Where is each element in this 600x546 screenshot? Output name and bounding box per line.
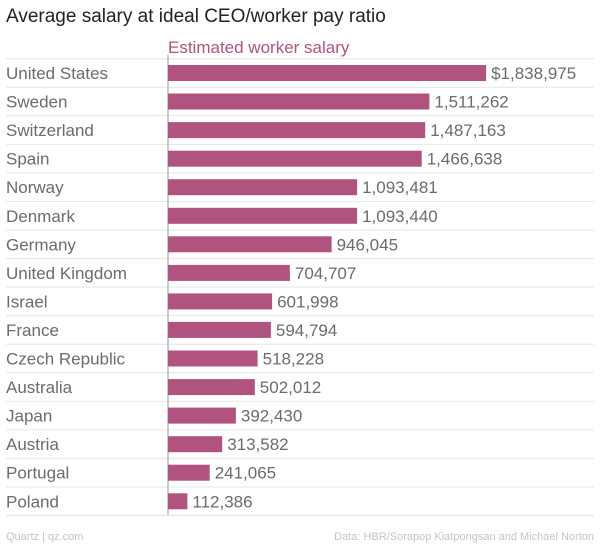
- data-label: 313,582: [227, 435, 288, 454]
- category-label: United States: [6, 64, 108, 83]
- data-label: 518,228: [263, 350, 324, 369]
- bar: [168, 379, 255, 396]
- data-label: 1,511,262: [434, 93, 508, 112]
- category-label: Switzerland: [6, 121, 94, 140]
- category-label: Sweden: [6, 93, 67, 112]
- bar: [168, 179, 358, 196]
- bar: [168, 236, 332, 253]
- category-label: Germany: [6, 235, 76, 254]
- category-label: France: [6, 321, 59, 340]
- bar: [168, 207, 358, 224]
- data-label: 1,093,440: [362, 207, 438, 226]
- bar: [168, 407, 236, 424]
- bar: [168, 493, 188, 510]
- category-label: Czech Republic: [6, 350, 126, 369]
- data-label: 241,065: [215, 464, 276, 483]
- chart-title: Average salary at ideal CEO/worker pay r…: [6, 6, 386, 27]
- data-label: 704,707: [295, 264, 356, 283]
- footer-source-right: Data: HBR/Sorapop Kiatpongsan and Michae…: [334, 531, 594, 543]
- category-label: Austria: [6, 435, 59, 454]
- data-label: 946,045: [337, 235, 398, 254]
- data-label: 1,093,481: [362, 178, 438, 197]
- bar: [168, 264, 290, 281]
- data-label: 1,466,638: [427, 150, 503, 169]
- bar: [168, 122, 426, 139]
- bar: [168, 93, 430, 110]
- bar: [168, 321, 271, 338]
- bar: [168, 464, 210, 481]
- series-label: Estimated worker salary: [168, 38, 350, 57]
- category-label: Australia: [6, 378, 73, 397]
- data-label: 1,487,163: [430, 121, 506, 140]
- category-label: Portugal: [6, 464, 69, 483]
- bar: [168, 150, 422, 167]
- category-label: Poland: [6, 492, 59, 511]
- bar: [168, 436, 223, 453]
- category-label: Denmark: [6, 207, 75, 226]
- data-label: 594,794: [276, 321, 337, 340]
- data-label: 392,430: [241, 407, 302, 426]
- category-label: Israel: [6, 292, 48, 311]
- category-label: Japan: [6, 407, 52, 426]
- data-label: 112,386: [192, 492, 252, 511]
- data-label: $1,838,975: [491, 64, 576, 83]
- footer-source-left: Quartz | qz.com: [6, 531, 84, 543]
- bar: [168, 65, 487, 81]
- bar: [168, 293, 273, 310]
- data-label: 502,012: [260, 378, 321, 397]
- bar: [168, 350, 258, 367]
- category-label: United Kingdom: [6, 264, 127, 283]
- data-label: 601,998: [277, 292, 338, 311]
- category-label: Norway: [6, 178, 64, 197]
- category-label: Spain: [6, 150, 49, 169]
